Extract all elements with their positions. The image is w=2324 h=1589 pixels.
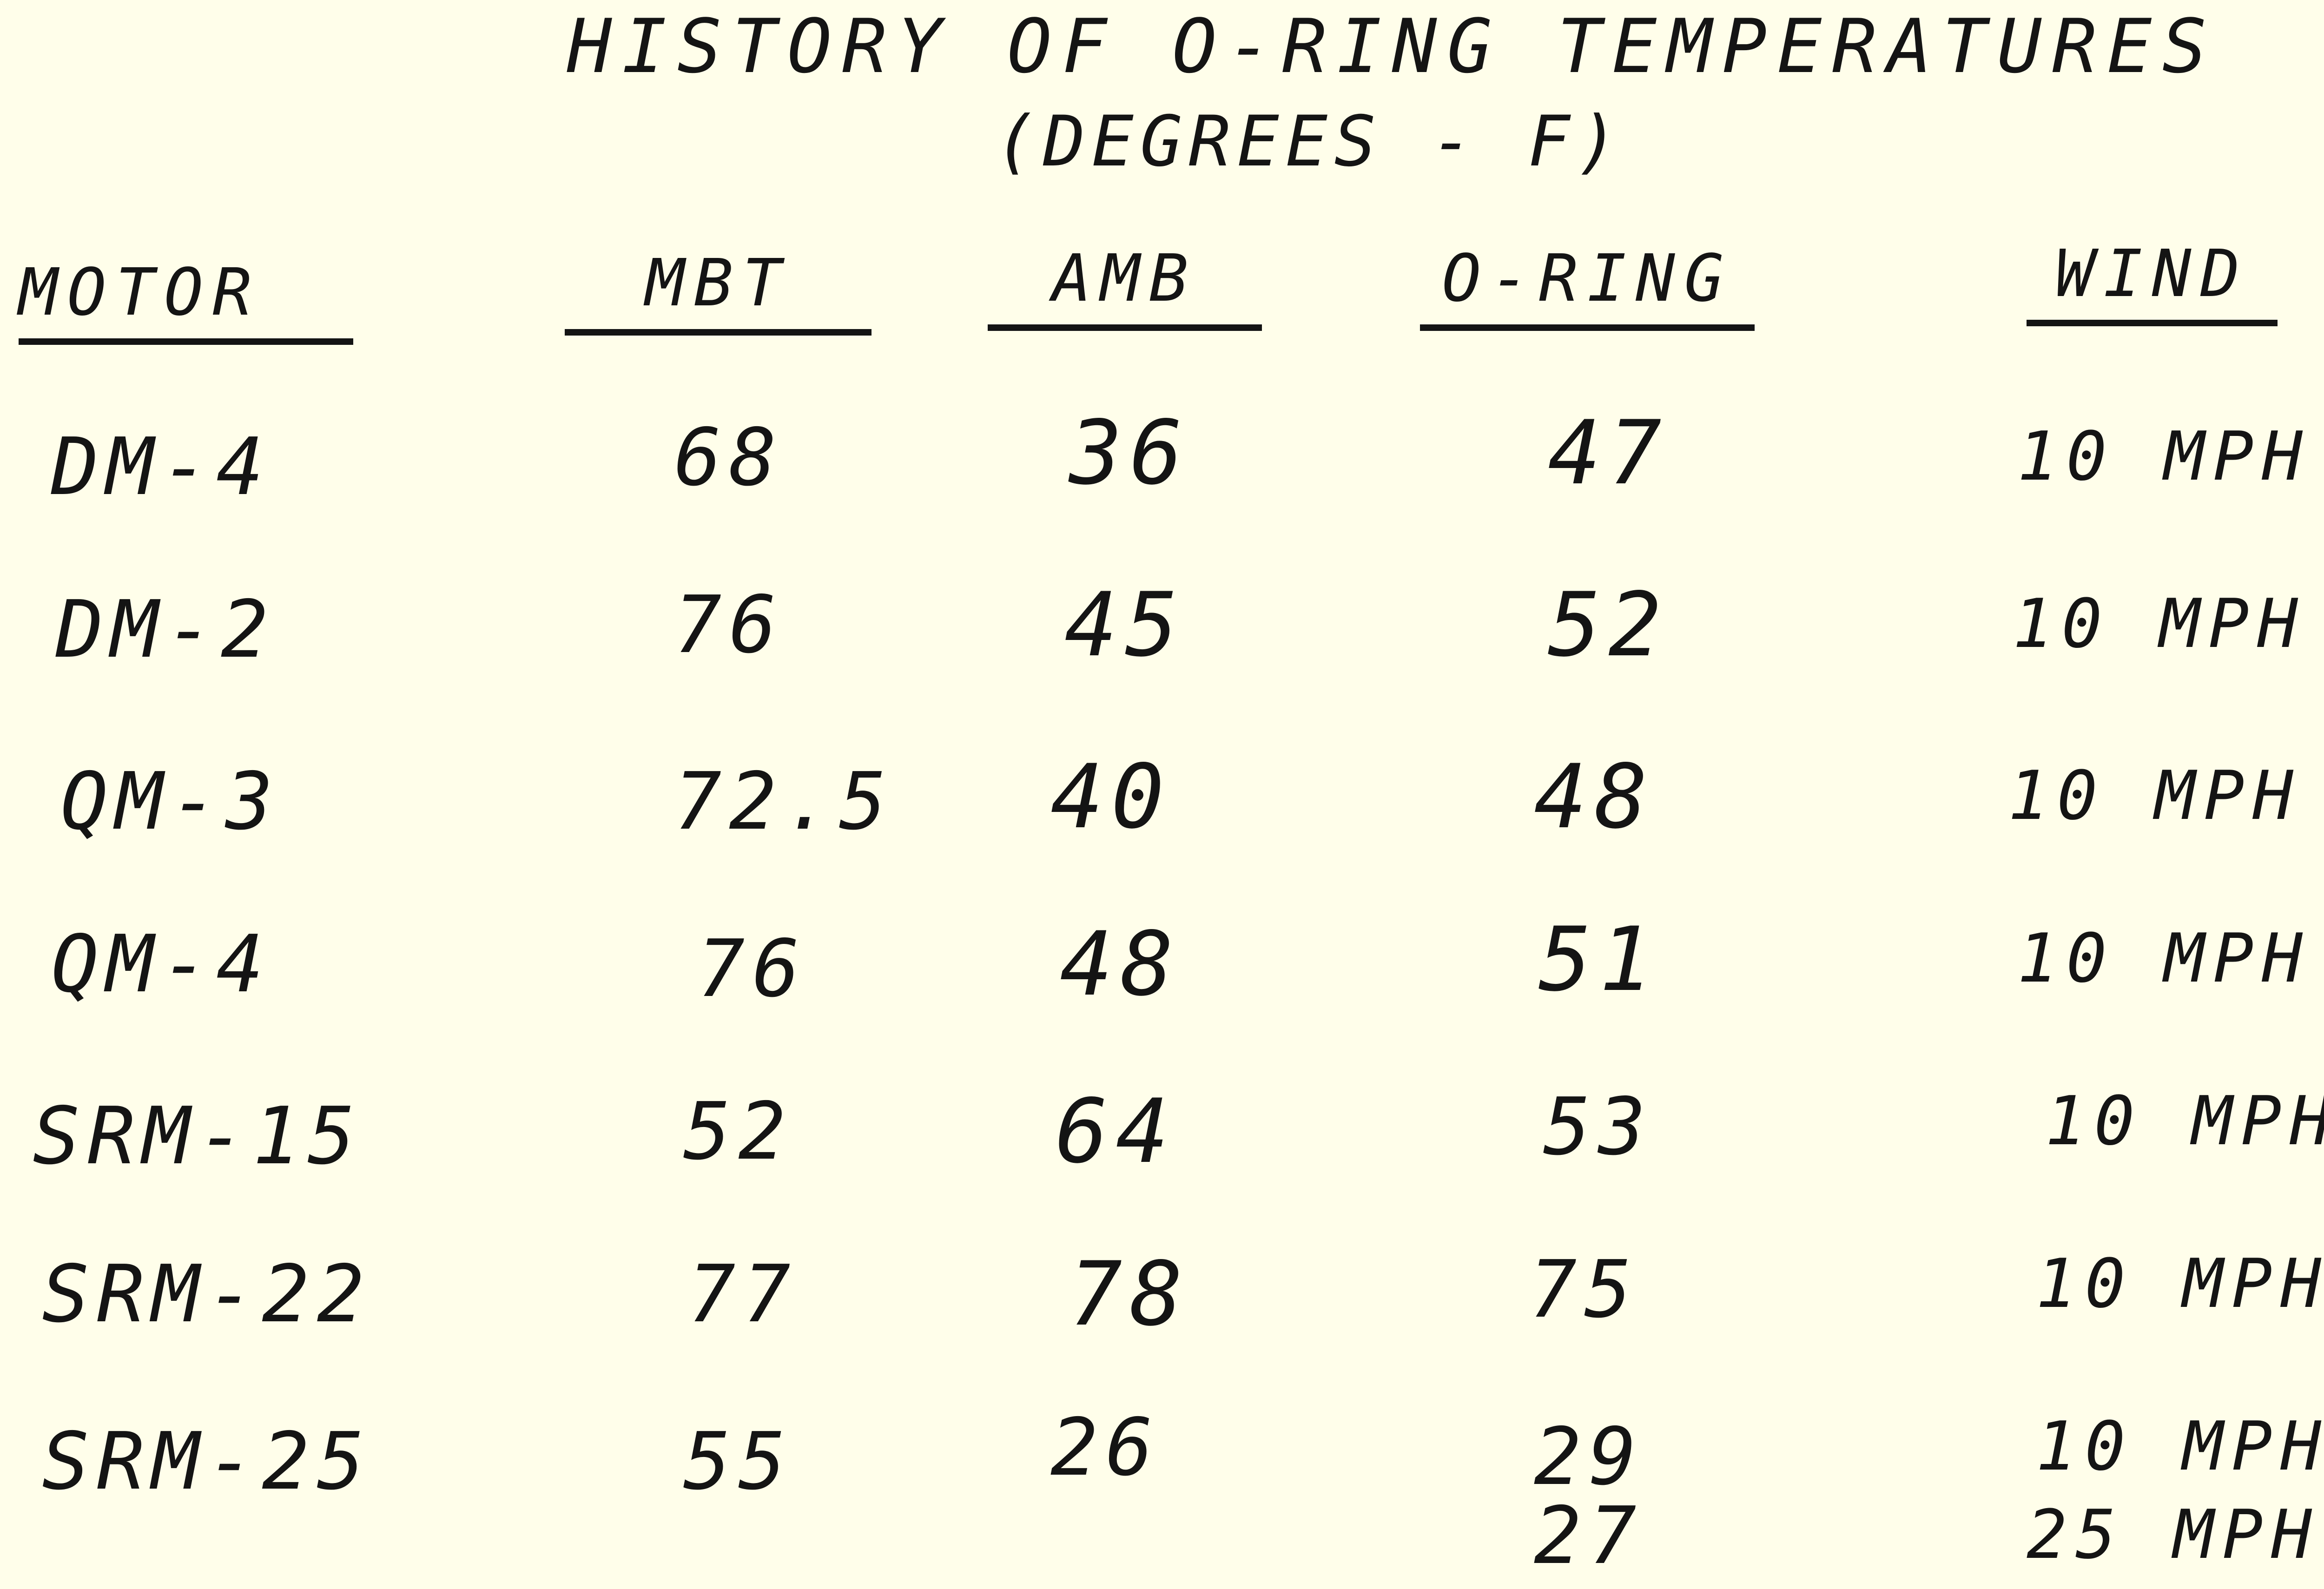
cell-wind-extra: 25 MPH xyxy=(2027,1496,2320,1574)
cell-mbt: 55 xyxy=(683,1416,793,1508)
cell-oring: 51 xyxy=(1538,908,1660,1011)
cell-motor: SRM-15 xyxy=(33,1090,363,1182)
cell-amb: 36 xyxy=(1069,402,1190,504)
cell-oring: 75 xyxy=(1529,1244,1639,1336)
cell-mbt: 76 xyxy=(674,579,784,671)
cell-wind: 10 MPH xyxy=(2008,757,2302,835)
cell-amb: 64 xyxy=(1055,1080,1176,1183)
cell-amb: 40 xyxy=(1050,745,1172,848)
cell-oring: 47 xyxy=(1548,402,1669,504)
cell-motor: DM-4 xyxy=(51,421,271,513)
cell-mbt: 52 xyxy=(683,1086,793,1178)
cell-amb: 48 xyxy=(1060,913,1181,1015)
cell-oring: 53 xyxy=(1543,1081,1653,1173)
cell-motor: SRM-25 xyxy=(42,1416,372,1508)
cell-wind: 10 MPH xyxy=(2036,1245,2324,1323)
cell-amb: 26 xyxy=(1050,1402,1161,1494)
cell-mbt: 77 xyxy=(688,1248,798,1340)
cell-wind: 10 MPH xyxy=(2045,1082,2324,1160)
cell-oring: 52 xyxy=(1548,574,1669,676)
cell-mbt: 76 xyxy=(697,923,807,1015)
cell-oring-extra: 27 xyxy=(1534,1490,1644,1582)
cell-wind: 10 MPH xyxy=(2013,585,2306,663)
cell-wind: 10 MPH xyxy=(2036,1407,2324,1486)
cell-amb: 78 xyxy=(1069,1243,1190,1345)
column-header-amb: AMB xyxy=(988,246,1262,331)
cell-motor: QM-3 xyxy=(60,756,281,848)
cell-motor: DM-2 xyxy=(56,584,276,676)
page-subtitle: (DEGREES - F) xyxy=(995,101,1625,182)
cell-wind: 10 MPH xyxy=(2017,919,2311,998)
cell-wind: 10 MPH xyxy=(2017,417,2311,496)
column-header-motor: MOTOR xyxy=(19,260,353,345)
column-header-mbt: MBT xyxy=(565,251,872,336)
cell-oring: 29 xyxy=(1534,1411,1644,1503)
cell-amb: 45 xyxy=(1064,574,1186,676)
page-title: HISTORY OF O-RING TEMPERATURES xyxy=(567,3,2217,90)
column-header-wind: WIND xyxy=(2027,242,2278,326)
cell-motor: SRM-22 xyxy=(42,1248,372,1340)
column-header-oring: O-RING xyxy=(1420,246,1755,331)
cell-mbt: 72.5 xyxy=(674,756,894,848)
cell-oring: 48 xyxy=(1534,745,1655,848)
cell-mbt: 68 xyxy=(674,412,784,504)
cell-motor: QM-4 xyxy=(51,918,271,1010)
